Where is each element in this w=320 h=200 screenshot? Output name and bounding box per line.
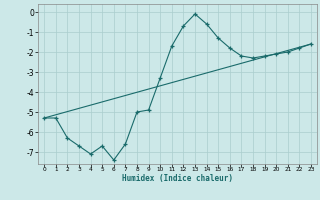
X-axis label: Humidex (Indice chaleur): Humidex (Indice chaleur) bbox=[122, 174, 233, 183]
